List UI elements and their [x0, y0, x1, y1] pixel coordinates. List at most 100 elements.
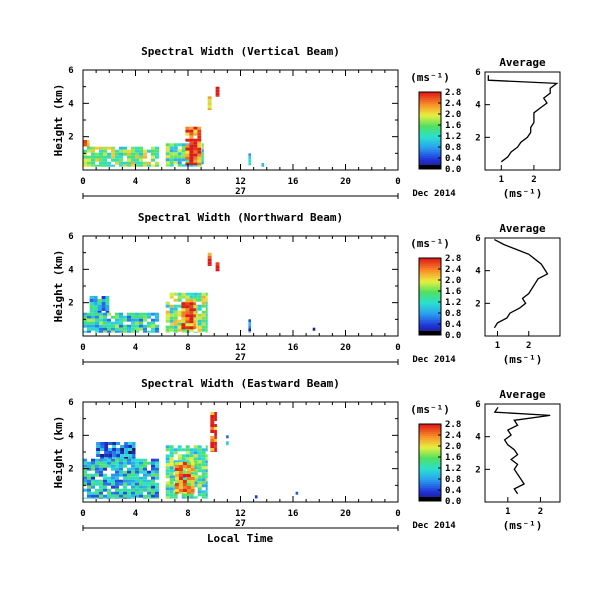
heatmap-cell: [135, 161, 139, 165]
heatmap-cell: [197, 164, 202, 167]
heatmap-cell: [103, 149, 107, 153]
heatmap-cell: [189, 138, 194, 142]
heatmap-cell: [177, 304, 182, 308]
heatmap-cell: [116, 451, 121, 454]
heatmap-cell: [115, 149, 119, 153]
heatmap-cell: [119, 470, 123, 474]
heatmap-cell: [131, 491, 135, 495]
day-label: 27: [235, 353, 246, 363]
heatmap-cell: [91, 321, 95, 325]
day-label: 27: [235, 519, 246, 529]
heatmap-cell: [115, 467, 119, 471]
heatmap-cell: [151, 485, 155, 489]
heatmap-cell: [139, 476, 143, 480]
heatmap-cell: [189, 448, 194, 452]
heatmap-cell: [165, 487, 170, 491]
heatmap-cell: [123, 152, 127, 156]
heatmap-cell: [165, 445, 170, 449]
heatmap-cell: [103, 330, 107, 333]
heatmap-cell: [178, 465, 183, 468]
colorbar-segment: [419, 292, 441, 295]
heatmap-cell: [193, 299, 196, 303]
heatmap-cell: [181, 478, 186, 482]
heatmap-cell: [119, 491, 123, 495]
heatmap-cell: [135, 494, 139, 498]
heatmap-cell: [207, 102, 212, 106]
heatmap-cell: [169, 161, 174, 165]
heatmap-cell: [186, 492, 191, 494]
heatmap-cell: [205, 457, 208, 461]
heatmap-cell: [119, 315, 123, 319]
heatmap-cell: [95, 461, 99, 465]
heatmap-cell: [155, 327, 159, 331]
heatmap-cell: [99, 146, 103, 150]
heatmap-cell: [151, 488, 155, 492]
heatmap-cell: [111, 497, 115, 499]
heatmap-cell: [111, 315, 115, 319]
colorbar-tick-label: 0.4: [445, 486, 462, 496]
colorbar-segment: [419, 447, 441, 450]
heatmap-cell: [205, 472, 208, 476]
heatmap-cell: [207, 252, 212, 256]
heatmap-cell: [201, 481, 206, 485]
heatmap-cell: [135, 482, 139, 486]
heatmap-cell: [87, 318, 91, 322]
heatmap-cell: [128, 442, 133, 445]
colorbar-tick-label: 0.8: [445, 475, 461, 485]
average-y-tick-label: 2: [475, 133, 480, 143]
heatmap-cell: [135, 464, 139, 468]
heatmap-cell: [151, 318, 155, 322]
heatmap-cell: [165, 319, 170, 323]
heatmap-cell: [104, 442, 109, 445]
heatmap-cell: [197, 316, 202, 320]
colorbar-tick-label: 1.2: [445, 298, 461, 308]
heatmap-cell: [215, 95, 220, 97]
heatmap-cell: [201, 472, 206, 476]
heatmap-cell: [139, 470, 143, 474]
heatmap-cell: [193, 159, 198, 163]
heatmap-cell: [207, 258, 212, 262]
heatmap-cell: [155, 470, 159, 474]
heatmap-cell: [128, 448, 133, 451]
heatmap-cell: [99, 312, 103, 316]
heatmap-cell: [112, 454, 117, 457]
heatmap-cell: [104, 454, 109, 457]
heatmap-cell: [103, 158, 107, 162]
heatmap-cell: [91, 164, 95, 167]
average-y-tick-label: 6: [475, 234, 480, 244]
colorbar-segment: [419, 311, 441, 315]
heatmap-cell: [193, 144, 198, 148]
heatmap-cell: [207, 264, 212, 266]
heatmap-cell: [127, 467, 131, 471]
heatmap-cell: [201, 149, 204, 153]
heatmap-cell: [214, 448, 217, 451]
colorbar-segment: [419, 267, 441, 270]
heatmap-cell: [120, 457, 125, 459]
heatmap-cell: [173, 493, 178, 497]
heatmap-cell: [143, 482, 147, 486]
heatmap-cell: [103, 485, 107, 489]
heatmap-cell: [177, 460, 182, 464]
heatmap-cell: [205, 475, 208, 479]
heatmap-cell: [91, 458, 95, 462]
heatmap-cell: [91, 158, 95, 162]
heatmap-cell: [181, 454, 186, 458]
heatmap-cell: [197, 295, 202, 299]
heatmap-cell: [87, 158, 91, 162]
heatmap-cell: [112, 457, 117, 459]
colorbar-segment: [419, 296, 441, 299]
heatmap-cell: [151, 497, 155, 499]
heatmap-cell: [131, 315, 135, 319]
heatmap-cell: [165, 469, 170, 473]
heatmap-cell: [197, 129, 202, 133]
heatmap-cell: [155, 315, 159, 319]
heatmap-cell: [103, 482, 107, 486]
heatmap-cell: [189, 164, 194, 167]
heatmap-cell: [103, 321, 107, 325]
average-y-tick-label: 4: [475, 101, 481, 111]
heatmap-cell: [91, 155, 95, 159]
heatmap-cells: [83, 412, 299, 499]
heatmap-cell: [185, 445, 190, 449]
heatmap-cell: [139, 149, 143, 153]
heatmap-cell: [99, 494, 103, 498]
